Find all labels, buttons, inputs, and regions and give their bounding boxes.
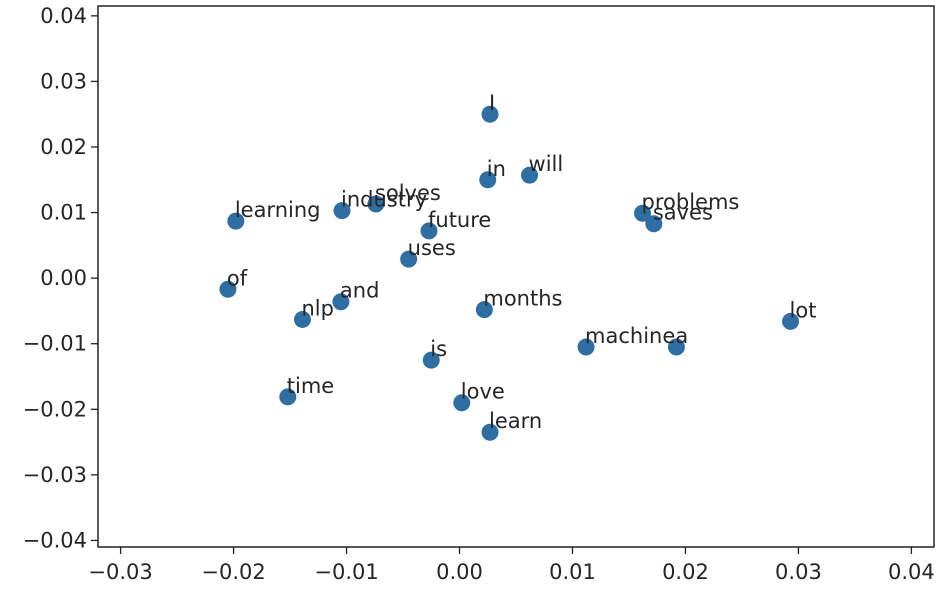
point-love-marker <box>453 394 471 412</box>
point-future-label: future <box>428 208 491 232</box>
point-solves-label: solves <box>375 181 441 205</box>
point-learning-marker <box>227 212 245 230</box>
x-tick-label: 0.01 <box>549 560 596 584</box>
point-in-marker <box>479 171 497 189</box>
y-tick-label: −0.01 <box>23 332 87 356</box>
point-is-marker <box>422 351 440 369</box>
point-will-marker <box>521 166 539 184</box>
point-of-marker <box>219 280 237 298</box>
point-will-label: will <box>529 152 564 176</box>
point-a-label: a <box>675 324 688 348</box>
point-is-label: is <box>430 337 447 361</box>
point-problems-marker <box>634 204 652 222</box>
y-tick-label: 0.00 <box>40 266 87 290</box>
x-tick-label: 0.03 <box>775 560 822 584</box>
y-tick-label: 0.04 <box>40 4 87 28</box>
point-I-label: I <box>489 91 495 115</box>
point-industry-marker <box>333 202 351 220</box>
point-machine-marker <box>577 338 595 356</box>
point-time-label: time <box>287 374 334 398</box>
point-months-label: months <box>483 287 562 311</box>
point-and-marker <box>332 293 350 311</box>
point-lot-marker <box>782 312 800 330</box>
axis-ticks: −0.03 −0.02 −0.01 0.00 0.01 0.02 0.03 0.04 0.04 0… <box>23 4 935 584</box>
point-uses-marker <box>400 250 418 268</box>
point-in-label: in <box>487 157 506 181</box>
point-love-label: love <box>461 380 505 404</box>
y-tick-label: −0.02 <box>23 397 87 421</box>
y-tick-label: 0.03 <box>40 69 87 93</box>
point-a-marker <box>667 338 685 356</box>
x-tick-label: −0.03 <box>88 560 152 584</box>
point-learn-marker <box>481 423 499 441</box>
point-of-label: of <box>227 266 248 290</box>
point-time-marker <box>279 388 297 406</box>
x-tick-label: 0.04 <box>888 560 935 584</box>
data-points <box>219 105 800 441</box>
point-saves-marker <box>645 215 663 233</box>
point-learning-label: learning <box>235 198 321 222</box>
point-nlp-label: nlp <box>301 296 333 320</box>
point-uses-label: uses <box>408 236 456 260</box>
point-industry-label: industry <box>341 188 427 212</box>
point-nlp-marker <box>293 310 311 328</box>
point-future-marker <box>420 222 438 240</box>
y-tick-label: −0.03 <box>23 463 87 487</box>
point-machine-label: machine <box>585 324 675 348</box>
point-and-label: and <box>340 279 380 303</box>
point-problems-label: problems <box>642 190 740 214</box>
point-lot-label: lot <box>790 298 817 322</box>
y-tick-label: 0.01 <box>40 201 87 225</box>
y-tick-label: 0.02 <box>40 135 87 159</box>
point-solves-marker <box>367 195 385 213</box>
y-tick-label: −0.04 <box>23 528 87 552</box>
point-learn-label: learn <box>489 409 542 433</box>
x-tick-label: 0.00 <box>436 560 483 584</box>
point-months-marker <box>475 301 493 319</box>
x-tick-label: −0.01 <box>314 560 378 584</box>
point-saves-label: saves <box>653 201 713 225</box>
point-I-marker <box>481 105 499 123</box>
plot-frame <box>97 5 935 548</box>
x-tick-label: 0.02 <box>662 560 709 584</box>
x-tick-label: −0.02 <box>201 560 265 584</box>
